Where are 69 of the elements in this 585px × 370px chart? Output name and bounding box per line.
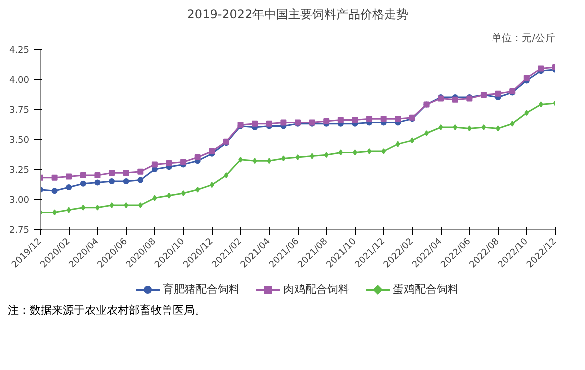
point [209,148,216,154]
point [352,117,358,124]
point [52,188,58,194]
point [123,178,130,184]
point [382,148,386,154]
point [109,178,116,184]
point [366,116,373,122]
point [138,168,144,175]
point [410,138,415,144]
point [124,202,128,208]
point [267,158,272,164]
point [380,116,387,122]
point [338,117,344,124]
legend-label: 蛋鸡配合饲料 [392,283,460,296]
point [66,184,72,190]
point [338,150,344,156]
point [395,116,402,122]
point [66,207,72,214]
point [524,110,530,116]
point [94,180,101,186]
point [438,124,444,130]
point [296,154,300,160]
text: 单位：元/公斤 [492,32,556,44]
point [138,202,143,208]
point [224,172,229,178]
y-tick-label: 3.25 [9,166,30,176]
y-tick-label: 3.00 [9,196,30,206]
point [538,66,544,72]
y-tick-label: 3.50 [9,136,30,146]
point [110,202,114,208]
y-tick-label: 3.75 [9,106,30,116]
point [196,186,200,193]
point [81,204,86,211]
point [424,130,429,136]
point [266,120,272,127]
point [280,120,287,126]
y-tick-label: 2.75 [9,226,30,236]
point [324,152,329,158]
point [482,124,486,130]
point [367,148,372,154]
chart-title: 2019-2022年中国主要饲料产品价格走势 [187,8,409,22]
point [52,174,58,181]
point [138,177,144,184]
point [252,120,258,127]
point [80,180,86,187]
point [80,172,86,178]
point [152,195,158,202]
point [166,160,172,166]
point [396,141,400,148]
point [123,170,130,176]
legend-label: 肉鸡配合饲料 [282,283,350,296]
point [324,118,330,124]
point [109,170,116,176]
text: 注：数据来源于农业农村部畜牧兽医局。 [8,302,206,318]
point [252,158,258,164]
y-tick-label: 4.25 [9,46,30,56]
y-tick-label: 4.00 [9,76,30,86]
point [181,190,186,196]
legend-label: 育肥猪配合饲料 [162,283,240,296]
point [453,124,458,130]
point [180,159,187,166]
point [194,154,201,160]
point [66,174,72,180]
point [94,172,101,178]
point [152,162,158,168]
point [495,90,502,97]
point [524,75,530,82]
point [452,96,458,103]
point [510,120,515,127]
